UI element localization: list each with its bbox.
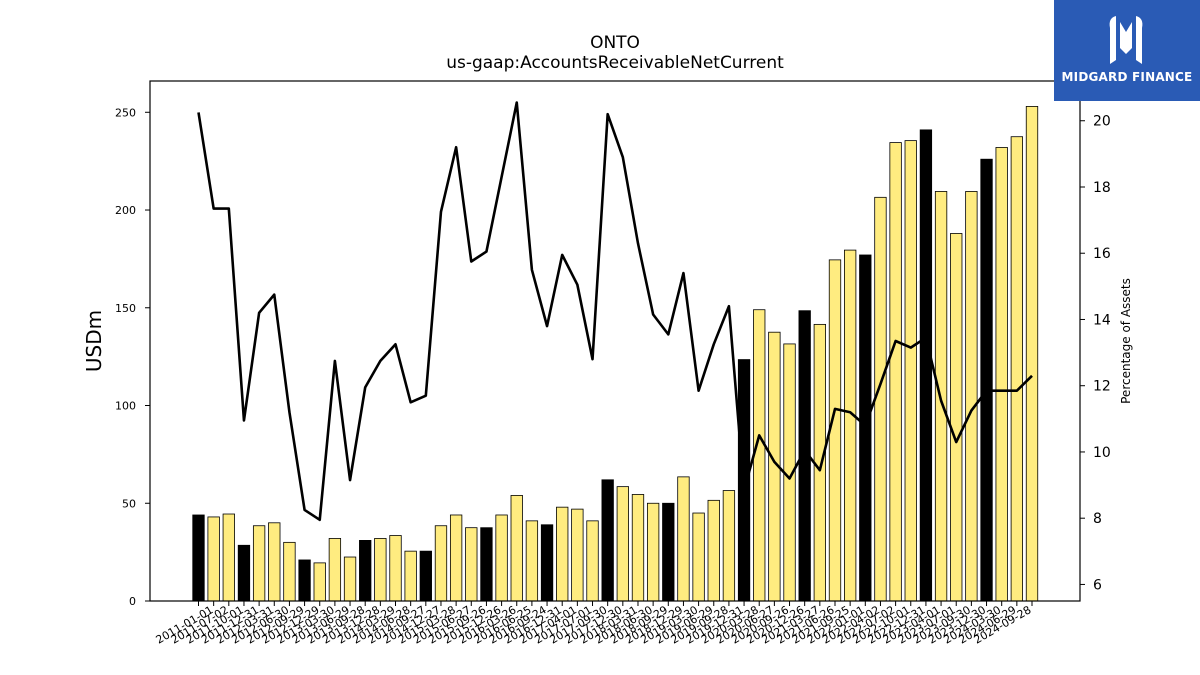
bar: [313, 562, 326, 602]
bar: [480, 527, 493, 602]
logo-text: MIDGARD FINANCE: [1061, 70, 1193, 84]
bar: [207, 516, 220, 602]
bar: [950, 233, 963, 602]
chart-title: ONTO: [590, 33, 640, 53]
bar: [222, 513, 235, 602]
bar: [1010, 136, 1023, 602]
bar: [404, 550, 417, 602]
bar: [389, 535, 402, 602]
bar: [662, 502, 675, 602]
bar: [677, 476, 690, 602]
bar: [192, 514, 205, 602]
bar: [283, 541, 296, 602]
bar: [995, 147, 1008, 602]
bar: [859, 254, 872, 602]
bar: [646, 502, 660, 602]
bar: [965, 191, 978, 602]
y-axis-label: USDm: [82, 310, 106, 372]
bar: [525, 520, 539, 602]
x-axis: 2011-01-012011-07-022011-10-012011-12-31…: [154, 601, 1034, 647]
y-axis-left: 0 50 100 150 200 250: [115, 106, 150, 608]
bar: [571, 508, 584, 602]
y2-tick-label: 18: [1093, 180, 1111, 196]
bar: [980, 158, 993, 602]
bar-series: [192, 106, 1039, 602]
bar: [510, 495, 523, 602]
brand-logo: MIDGARD FINANCE: [1054, 0, 1200, 101]
bar: [449, 514, 463, 602]
bar: [252, 525, 266, 602]
y-tick-label: 50: [122, 497, 136, 510]
y2-tick-label: 6: [1093, 577, 1102, 593]
bar: [556, 506, 569, 602]
bar: [540, 524, 554, 602]
y2-tick-label: 16: [1093, 246, 1111, 262]
bar: [328, 538, 342, 602]
bar: [586, 520, 599, 602]
bar: [904, 140, 917, 602]
bar: [237, 544, 251, 602]
bar: [631, 494, 645, 602]
y-tick-label: 250: [115, 106, 136, 119]
bar: [434, 525, 448, 602]
bar: [889, 142, 902, 602]
y-axis-right: 6 8 10 12 14 16 18 20: [1080, 114, 1111, 593]
y2-tick-label: 20: [1093, 114, 1111, 130]
bar: [1025, 106, 1039, 602]
y-tick-label: 0: [129, 595, 136, 608]
bar: [298, 559, 311, 602]
line-series: [197, 101, 1033, 522]
chart-subtitle: us-gaap:AccountsReceivableNetCurrent: [446, 53, 784, 73]
plot-frame: [149, 80, 1081, 602]
logo-mark-icon: [1109, 16, 1143, 64]
y-tick-label: 200: [115, 204, 136, 217]
y2-tick-label: 8: [1093, 511, 1102, 527]
bar: [753, 309, 766, 602]
y-tick-label: 150: [115, 302, 136, 315]
bar: [722, 490, 736, 602]
bar: [359, 540, 372, 602]
bar: [844, 249, 857, 602]
bar: [495, 514, 508, 602]
bar: [419, 550, 432, 602]
bar: [374, 538, 387, 602]
bar: [813, 323, 826, 602]
bar: [343, 556, 357, 602]
y2-tick-label: 14: [1093, 312, 1111, 328]
bar: [919, 129, 933, 602]
percentage-line: [197, 101, 1033, 522]
y2-tick-label: 10: [1093, 445, 1111, 461]
y-tick-label: 100: [115, 400, 136, 413]
y2-axis-label: Percentage of Assets: [1119, 278, 1133, 404]
bar: [707, 499, 720, 602]
bar: [874, 196, 887, 602]
bar: [616, 486, 629, 602]
y2-tick-label: 12: [1093, 379, 1111, 395]
bar: [268, 522, 281, 602]
bar: [692, 512, 705, 602]
bar: [601, 479, 614, 602]
bar: [465, 527, 478, 602]
